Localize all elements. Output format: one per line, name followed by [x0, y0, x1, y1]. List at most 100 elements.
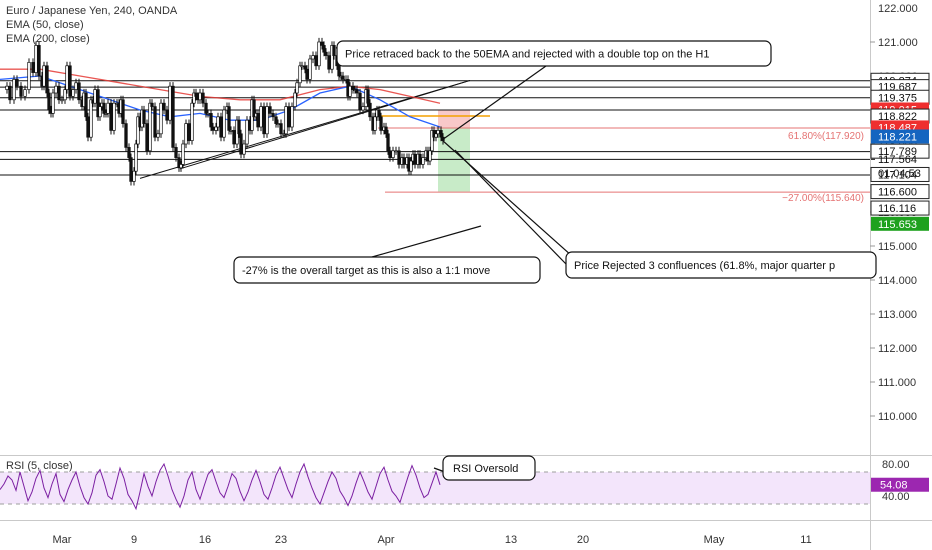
x-tick-label: 16: [199, 534, 211, 546]
ema50-legend[interactable]: EMA (50, close): [6, 19, 84, 31]
candle-body: [162, 102, 166, 111]
candle-body: [337, 65, 341, 77]
candle-body: [134, 143, 138, 172]
annotation-confluences[interactable]: Price Rejected 3 confluences (61.8%, maj…: [441, 139, 877, 279]
candle-body: [174, 147, 178, 158]
price-tag-label: 118.221: [878, 131, 917, 143]
candle-body: [358, 92, 362, 111]
candle-body: [298, 65, 302, 84]
annotation-rsi-oversold[interactable]: RSI Oversold: [433, 455, 536, 481]
candle-body: [168, 85, 172, 121]
candle-body: [229, 130, 233, 132]
candle-body: [402, 157, 406, 165]
price-tag-box: [870, 184, 930, 200]
price-tag-box: [870, 166, 930, 182]
candle-body: [384, 126, 388, 135]
candle-body: [239, 133, 243, 155]
x-tick-label: 23: [275, 534, 287, 546]
candle-body: [165, 109, 169, 121]
candle-body: [47, 92, 51, 111]
candle-body: [15, 79, 19, 87]
candle-body: [156, 133, 160, 138]
candle-body: [245, 119, 249, 145]
rsi-legend[interactable]: RSI (5, close): [6, 460, 73, 472]
candle-body: [355, 89, 359, 94]
price-tag[interactable]: 117.104: [870, 166, 930, 182]
candle-body: [413, 153, 417, 165]
price-tag[interactable]: 117.789: [870, 143, 930, 159]
trendline[interactable]: [179, 79, 471, 170]
x-tick-label: Mar: [53, 534, 72, 546]
candle-body: [409, 160, 413, 172]
stop-loss-zone[interactable]: [438, 109, 470, 128]
price-tag-label: 117.104: [878, 169, 917, 181]
ema200-line[interactable]: [0, 68, 441, 104]
candle-body: [211, 126, 215, 131]
candle-body: [102, 102, 106, 114]
candle-body: [181, 143, 185, 165]
rsi-tick-label: 40.00: [882, 491, 910, 503]
bar-countdown: 01:04:53: [878, 168, 921, 180]
candle-body: [204, 102, 208, 114]
candle-body: [418, 153, 422, 165]
candle-body: [282, 133, 286, 136]
candle-body: [394, 150, 398, 153]
callout-box: [565, 251, 877, 279]
price-tag-label: 116.116: [878, 203, 916, 215]
annotation-retrace[interactable]: Price retraced back to the 50EMA and rej…: [335, 40, 772, 141]
price-tag[interactable]: 115.653: [871, 216, 929, 231]
candle-body: [84, 92, 88, 118]
rsi-value-tag[interactable]: [871, 477, 929, 492]
candle-body: [201, 92, 205, 104]
candle-body: [192, 92, 196, 104]
price-tag[interactable]: 118.822: [870, 108, 930, 124]
candle-body: [31, 62, 35, 73]
candle-body: [37, 45, 41, 77]
rsi-line[interactable]: [0, 462, 441, 511]
price-tag-label: 119.375: [878, 92, 917, 104]
candle-body: [86, 116, 90, 138]
candle-body: [242, 143, 246, 155]
annotation-target[interactable]: -27% is the overall target as this is al…: [233, 225, 541, 284]
callout-box: [336, 40, 772, 67]
candle-body: [190, 102, 194, 141]
y-tick-label: 115.000: [878, 241, 917, 253]
candle-body: [271, 113, 275, 118]
ema200-legend[interactable]: EMA (200, close): [6, 33, 90, 45]
price-tag[interactable]: 118.221: [871, 129, 929, 144]
candle-body: [8, 85, 12, 101]
candle-body: [96, 89, 100, 118]
candle-body: [379, 116, 383, 131]
price-tag[interactable]: 116.600: [870, 184, 930, 200]
price-tag[interactable]: 116.116: [870, 200, 930, 216]
price-tag[interactable]: 119.375: [870, 89, 930, 105]
candle-body: [436, 130, 440, 135]
candle-body: [194, 92, 198, 97]
candle-body: [74, 82, 78, 90]
candle-body: [187, 123, 191, 141]
candle-body: [45, 65, 49, 94]
candle-body: [148, 102, 152, 152]
candle-body: [60, 99, 64, 102]
candle-body: [65, 65, 69, 90]
callout-pointer: [441, 65, 547, 141]
candle-body: [327, 55, 331, 70]
y-tick-label: 110.000: [878, 411, 917, 423]
y-tick-label: 112.000: [878, 343, 917, 355]
callout-text: RSI Oversold: [453, 463, 518, 475]
candle-body: [274, 116, 278, 124]
candle-body: [177, 157, 181, 169]
candle-body: [214, 126, 218, 131]
candle-body: [259, 106, 263, 128]
fib-label: −27.00%(115.640): [782, 193, 864, 204]
candles[interactable]: [5, 37, 445, 186]
candle-body: [308, 58, 312, 80]
candle-body: [71, 89, 75, 97]
x-tick-label: 9: [131, 534, 137, 546]
candle-body: [252, 99, 256, 118]
candle-body: [284, 106, 288, 135]
candle-body: [268, 106, 272, 114]
symbol-legend[interactable]: Euro / Japanese Yen, 240, OANDA: [6, 5, 178, 17]
